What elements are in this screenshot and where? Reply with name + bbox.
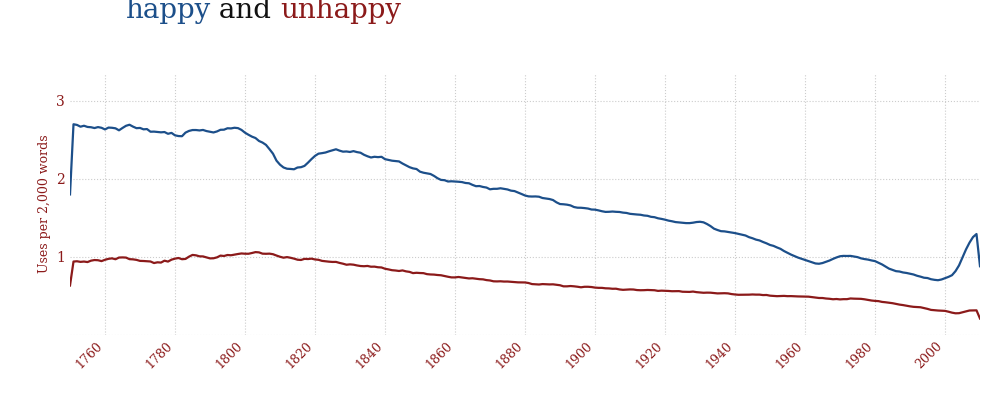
- Text: happy: happy: [125, 0, 210, 24]
- Text: unhappy: unhappy: [280, 0, 401, 24]
- Text: and: and: [210, 0, 280, 24]
- Y-axis label: Uses per 2,000 words: Uses per 2,000 words: [38, 135, 51, 273]
